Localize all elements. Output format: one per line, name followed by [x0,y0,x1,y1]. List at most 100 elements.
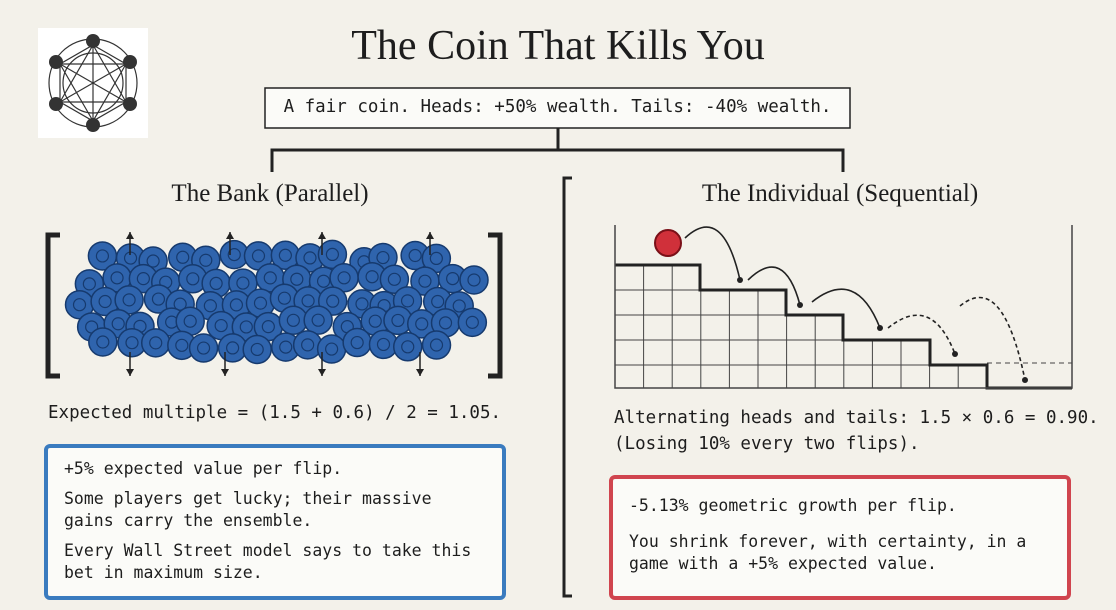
hop-arrow [747,266,801,306]
coin [459,265,489,295]
coin-face [467,273,481,287]
coin [342,327,372,358]
coin-face [365,270,379,284]
coin [379,264,410,295]
coin-face [151,292,166,306]
coin-face [98,294,112,309]
hop-tip [877,325,883,331]
coin-face [286,313,300,327]
coin-face [146,254,160,268]
coin-face [261,320,275,334]
coin [303,305,333,335]
coin-face [253,296,268,310]
arrow-head [426,232,434,239]
right-box-text: -5.13% geometric growth per flip. [629,496,957,515]
coin-face [400,294,415,308]
coin-face [350,335,364,350]
coin-face [229,298,244,312]
title: The Coin That Kills You [351,23,765,69]
coin-cluster [64,232,489,376]
coin-face [186,272,200,286]
staircase [614,225,1073,390]
coin-face [431,294,445,309]
step-line [615,263,1072,390]
coin-face [199,253,213,267]
right-formula-1: Alternating heads and tails: 1.5 × 0.6 =… [614,408,1099,428]
coin-face [95,249,110,263]
coin-face [111,317,125,331]
coin-face [438,316,453,330]
coin-face [465,315,479,329]
coin-face [325,342,339,356]
coin-face [376,250,390,265]
coin-face [175,338,189,352]
coin-face [125,336,139,350]
coin-face [263,271,277,285]
coin-face [337,271,351,285]
coin-face [226,341,240,355]
coin-face [326,294,340,308]
arrow-head [318,369,326,376]
coin-face [415,317,429,331]
coin-face [452,299,466,313]
arrow-head [416,369,424,376]
coin-face [301,338,315,352]
coin-face [110,271,124,285]
left-formula: Expected multiple = (1.5 + 0.6) / 2 = 1.… [48,403,502,423]
coin-face [376,337,391,352]
arrow-head [318,232,326,239]
coin-face [391,313,405,328]
coin-face [82,277,96,291]
coin-face [311,313,325,327]
coin-face [401,340,415,354]
coin-face [250,342,264,357]
arrow-head [126,232,134,239]
left-box-text: Every Wall Street model says to take thi… [64,541,472,582]
hop-tip [797,302,803,308]
left-heading: The Bank (Parallel) [171,180,369,207]
coin-face [149,336,163,350]
coin [421,330,452,360]
coin-face [429,338,444,352]
coin-face [227,248,241,262]
hop-arrow [959,296,1026,381]
coin-face [418,274,432,288]
coin-face [196,341,211,355]
coin-face [176,250,190,264]
coin [278,305,309,336]
hop-tip [1022,377,1028,383]
coin-face [251,249,266,263]
connector [45,128,845,598]
hop-tip [952,351,958,357]
arrow-head [221,369,229,376]
coin-face [239,320,253,334]
hop-arrow [684,226,741,281]
premise-box [264,87,851,129]
hop-arrow [887,314,956,355]
coin-face [446,271,460,286]
coin [457,307,488,338]
coin [88,327,118,357]
right-box-frame [609,475,1071,600]
coin [317,239,348,270]
coin-face [316,274,331,288]
coin [392,332,423,362]
left-box: +5% expected value per flip. Some player… [48,448,502,596]
coin-face [72,298,87,312]
coin [217,333,248,363]
coin-face [122,293,136,307]
hop-arrow [811,288,881,329]
premise: A fair coin. Heads: +50% wealth. Tails: … [283,97,832,117]
coin-face [408,248,422,263]
ball [654,229,682,257]
left-box-frame [44,444,506,600]
left-box-text: +5% expected value per flip. [64,459,343,478]
coin [140,328,171,358]
coin-face [368,314,382,328]
arrow-head [126,369,134,376]
coin-face [429,251,443,266]
coin-face [96,335,110,349]
coin-face [301,294,315,308]
